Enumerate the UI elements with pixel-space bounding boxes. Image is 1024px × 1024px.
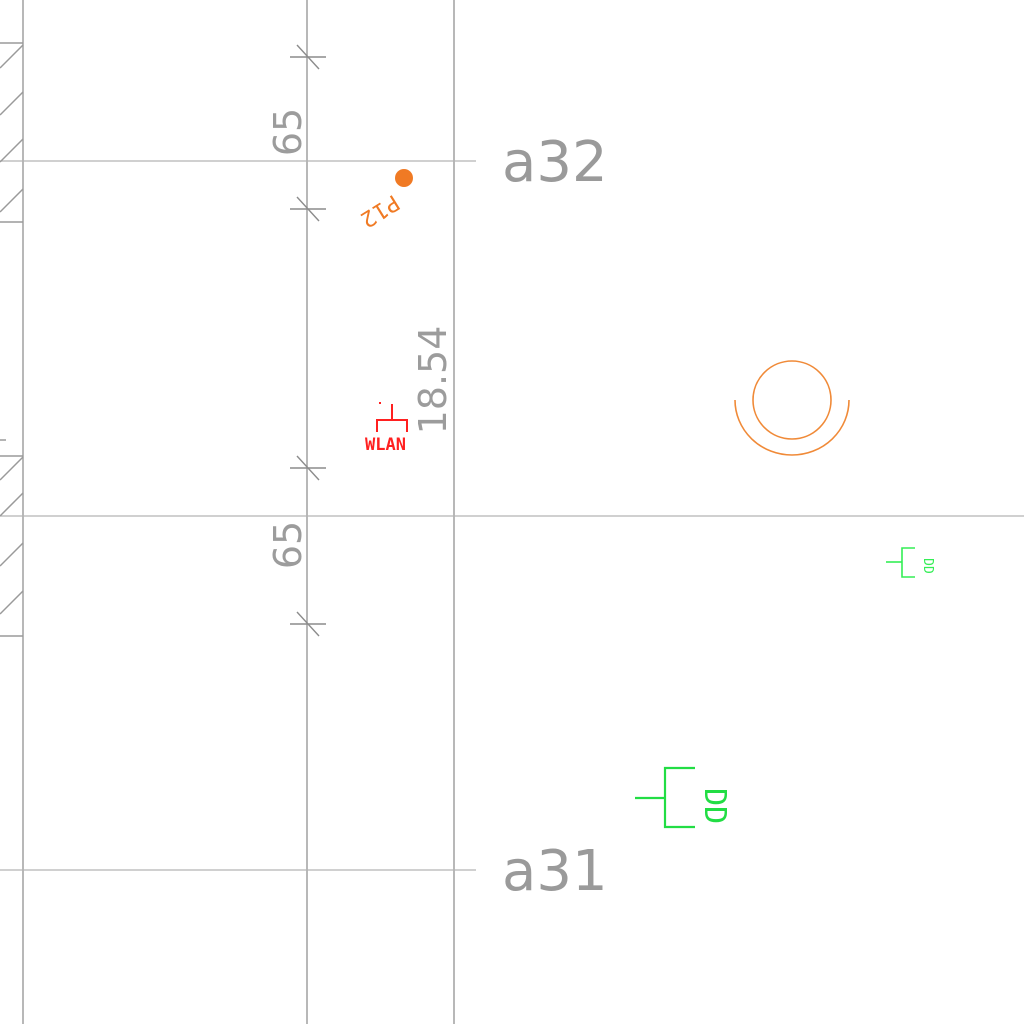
wlan-icon[interactable] xyxy=(376,402,408,432)
point-marker-label: P12 xyxy=(355,189,403,232)
data-outlet-small-icon[interactable] xyxy=(886,547,915,578)
wall-hatch-bottom xyxy=(0,439,24,637)
wlan-label: WLAN xyxy=(365,435,406,455)
grid-label-a32: a32 xyxy=(502,130,608,195)
data-outlet-large-icon[interactable] xyxy=(635,766,695,829)
dimension-lower-65: 65 xyxy=(266,521,310,569)
data-outlet-large-label: DD xyxy=(697,788,732,824)
grid-label-a31: a31 xyxy=(502,839,608,904)
dimension-18-54: 18.54 xyxy=(411,326,455,435)
data-outlet-small-label: DD xyxy=(920,558,935,574)
wall-hatch-top xyxy=(0,42,24,223)
ceiling-fixture-icon[interactable] xyxy=(734,360,850,456)
point-marker-dot[interactable] xyxy=(395,169,413,187)
dimension-ticks xyxy=(290,44,326,637)
dimension-upper-65: 65 xyxy=(266,108,310,156)
